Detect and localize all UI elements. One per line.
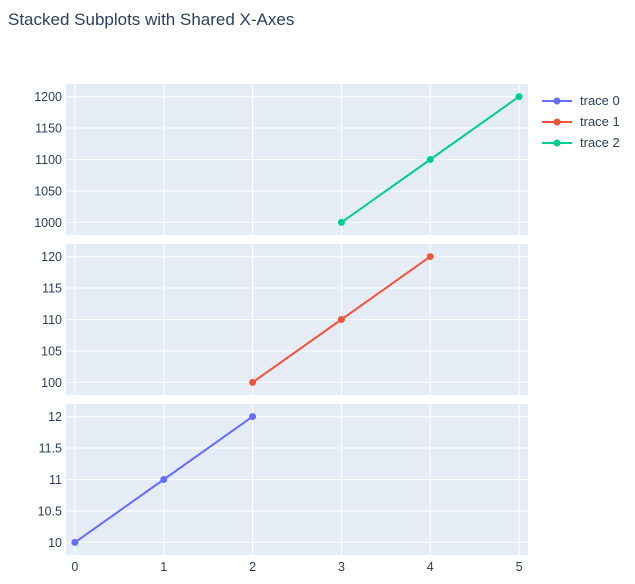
y-tick-label: 12 bbox=[48, 410, 62, 424]
y-tick-label: 120 bbox=[41, 250, 62, 264]
data-point bbox=[515, 93, 523, 101]
subplot-3: 10 10.5 11 11.5 12 bbox=[38, 404, 528, 555]
data-point bbox=[249, 378, 257, 386]
y-tick-label: 110 bbox=[42, 313, 62, 327]
y-tick-label: 1050 bbox=[34, 184, 62, 198]
chart-title: Stacked Subplots with Shared X-Axes bbox=[8, 10, 295, 29]
data-point bbox=[71, 538, 79, 546]
legend-label: trace 1 bbox=[580, 114, 620, 129]
legend-marker bbox=[553, 97, 561, 104]
y-tick-label: 11 bbox=[49, 473, 62, 487]
y-tick-label: 1100 bbox=[35, 153, 62, 167]
y-tick-label: 1150 bbox=[35, 122, 62, 136]
legend: trace 0 trace 1 trace 2 bbox=[540, 90, 620, 153]
legend-item[interactable]: trace 0 bbox=[540, 90, 620, 111]
legend-label: trace 0 bbox=[580, 93, 620, 108]
y-tick-label: 10.5 bbox=[38, 504, 62, 518]
y-tick-label: 115 bbox=[42, 282, 62, 296]
x-tick-label: 0 bbox=[71, 560, 78, 574]
legend-swatch bbox=[542, 139, 572, 146]
legend-item[interactable]: trace 2 bbox=[540, 132, 620, 153]
data-point bbox=[337, 218, 345, 226]
legend-item[interactable]: trace 1 bbox=[540, 111, 620, 132]
legend-swatch bbox=[542, 118, 572, 125]
legend-swatch bbox=[542, 97, 572, 104]
data-point bbox=[426, 156, 434, 163]
y-tick-label: 100 bbox=[41, 376, 62, 390]
x-tick-label: 1 bbox=[160, 560, 167, 574]
legend-marker bbox=[553, 139, 561, 146]
y-tick-label: 10 bbox=[48, 536, 62, 550]
subplot-1: 1000 1050 1100 1150 1200 bbox=[34, 84, 528, 235]
data-point bbox=[337, 316, 345, 323]
x-tick-label: 4 bbox=[427, 560, 434, 574]
data-point bbox=[426, 253, 434, 261]
y-tick-label: 11.5 bbox=[39, 442, 62, 456]
y-tick-label: 1000 bbox=[34, 216, 62, 230]
subplot-2: 100 105 110 115 120 bbox=[41, 244, 528, 395]
x-tick-label: 3 bbox=[338, 560, 345, 574]
x-tick-label: 5 bbox=[516, 560, 523, 574]
data-point bbox=[249, 413, 257, 421]
legend-marker bbox=[553, 118, 561, 125]
data-point bbox=[160, 476, 168, 483]
x-tick-label: 2 bbox=[249, 560, 256, 574]
y-tick-label: 105 bbox=[41, 344, 62, 358]
y-tick-label: 1200 bbox=[34, 90, 62, 104]
legend-label: trace 2 bbox=[580, 135, 620, 150]
